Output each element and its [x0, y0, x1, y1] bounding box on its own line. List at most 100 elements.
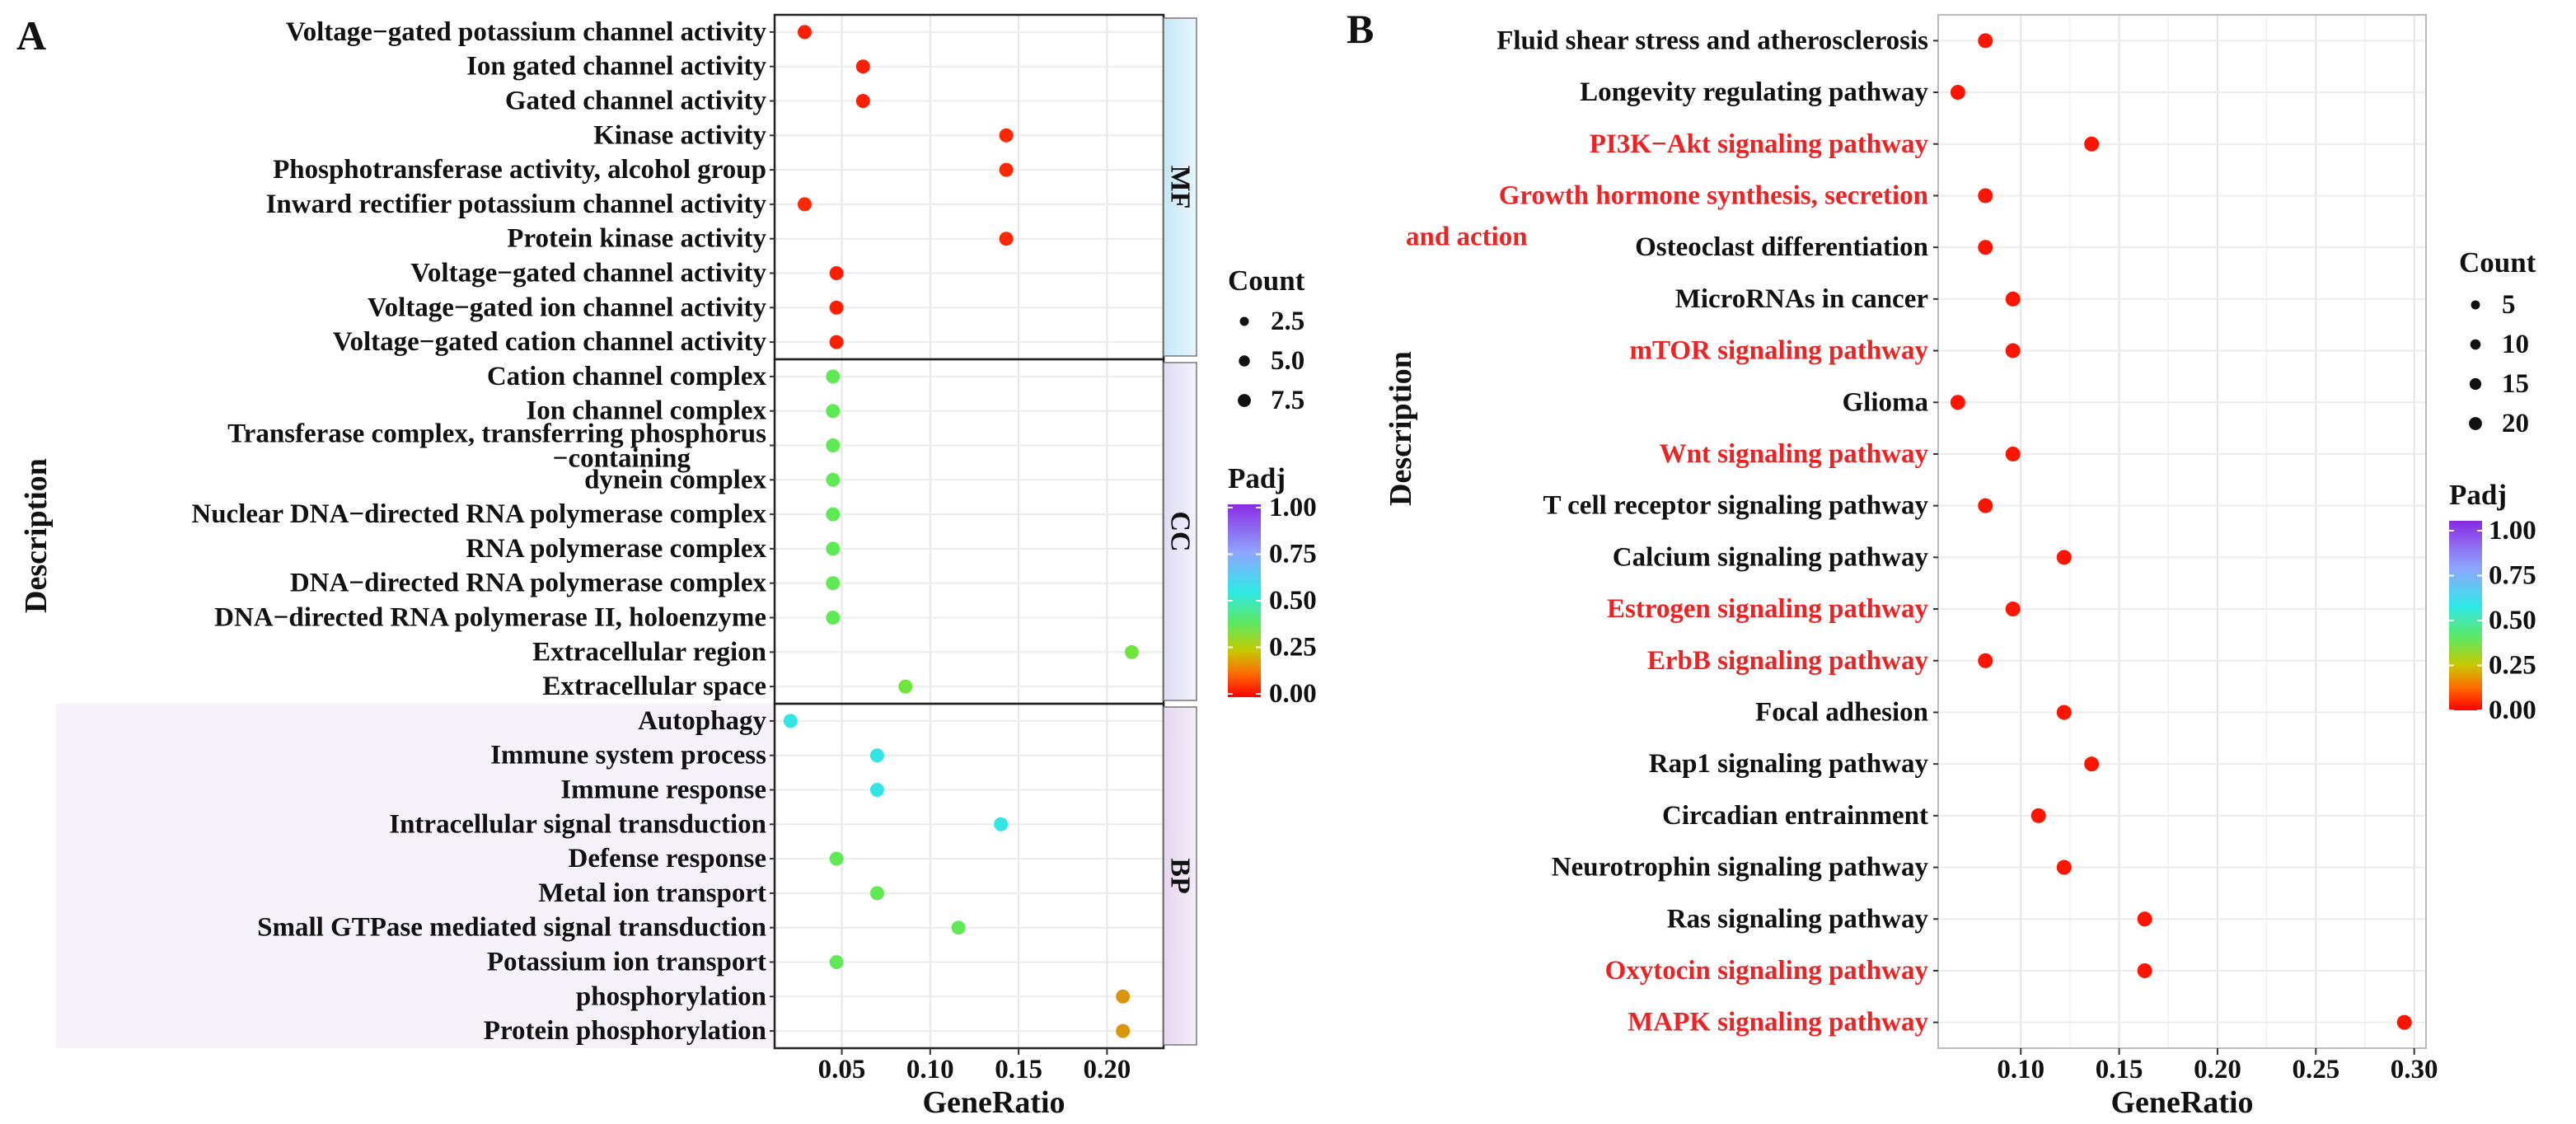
data-point	[1978, 33, 1993, 49]
y-tick-label-highlighted: Estrogen signaling pathway	[1607, 594, 1928, 624]
colorbar-label: 0.50	[2489, 606, 2536, 635]
colorbar-label: 0.50	[1269, 586, 1317, 616]
data-point	[2137, 962, 2152, 978]
y-tick-label: Cation channel complex	[487, 362, 767, 391]
data-point	[829, 266, 844, 280]
data-point	[898, 679, 913, 694]
panel-a-go-enrichment: MF CC BP Voltage−gated potassium channel ac…	[16, 12, 1317, 1120]
y-tick-label-highlighted: mTOR signaling pathway	[1630, 336, 1929, 366]
legend-size-dot	[2470, 339, 2481, 350]
y-tick-label-highlighted: ErbB signaling pathway	[1647, 646, 1929, 676]
x-tick-label: 0.25	[2292, 1055, 2339, 1084]
data-point	[826, 541, 841, 556]
data-point	[869, 748, 884, 763]
facet-strip-label: CC	[1165, 511, 1196, 551]
data-point	[1950, 395, 1965, 410]
panel-label: B	[1347, 6, 1374, 52]
y-tick-label: dynein complex	[584, 465, 766, 494]
data-point	[855, 59, 870, 74]
data-point	[826, 611, 841, 625]
data-point	[951, 920, 966, 935]
data-point	[1978, 653, 1993, 668]
data-point	[826, 576, 841, 591]
x-tick-label: 0.15	[2096, 1055, 2143, 1084]
data-point	[2005, 446, 2021, 461]
plot-border	[1937, 14, 2427, 1049]
legend-count: Count 2.5 5.0 7.5	[1228, 265, 1305, 415]
y-tick-label: Potassium ion transport	[487, 948, 766, 977]
data-point	[855, 94, 870, 108]
data-point	[829, 955, 844, 969]
y-tick-label: Circadian entrainment	[1662, 801, 1928, 831]
data-point	[826, 369, 841, 384]
legend-size-label: 10	[2502, 330, 2529, 359]
legend-title: Count	[1228, 265, 1305, 297]
data-point	[2056, 859, 2072, 875]
y-tick-label: MicroRNAs in cancer	[1675, 284, 1928, 314]
y-axis-title: Description	[19, 458, 54, 613]
x-tick-label: 0.30	[2391, 1055, 2438, 1084]
y-tick-label: RNA polymerase complex	[466, 534, 766, 564]
data-point	[2005, 602, 2021, 617]
data-point	[829, 300, 844, 315]
y-tick-label: phosphorylation	[576, 981, 766, 1011]
data-point	[2056, 705, 2072, 720]
facet-strip-label: MF	[1165, 166, 1196, 209]
y-tick-label: Phosphotransferase activity, alcohol gro…	[273, 155, 766, 185]
data-point	[999, 232, 1014, 246]
y-tick-label: Glioma	[1843, 387, 1929, 417]
y-tick-label: Voltage−gated channel activity	[410, 259, 766, 288]
y-tick-label: Nuclear DNA−directed RNA polymerase comp…	[191, 499, 766, 529]
y-tick-label: DNA−directed RNA polymerase II, holoenzy…	[214, 603, 766, 633]
y-tick-label-highlighted: Growth hormone synthesis, secretion	[1499, 180, 1928, 210]
colorbar-label: 0.00	[1269, 679, 1317, 709]
colorbar-label: 0.75	[1269, 540, 1317, 569]
colorbar	[1228, 504, 1261, 697]
y-tick-label: Gated channel activity	[505, 87, 767, 116]
y-tick-label: Ion gated channel activity	[466, 52, 766, 82]
legend-size-label: 20	[2502, 409, 2529, 438]
y-tick-label: Kinase activity	[593, 120, 766, 150]
facet-strip-label: BP	[1165, 858, 1196, 893]
facet-strip-mf	[1163, 17, 1197, 357]
y-tick-label: Voltage−gated potassium channel activity	[286, 17, 767, 47]
data-point	[797, 197, 812, 212]
data-point	[829, 851, 844, 866]
legend-size-label: 15	[2502, 369, 2529, 399]
data-point	[826, 404, 841, 419]
y-tick-label: Fluid shear stress and atherosclerosis	[1496, 26, 1928, 55]
data-point	[1978, 240, 1993, 255]
y-tick-label: Defense response	[569, 844, 766, 873]
y-tick-label: Voltage−gated cation channel activity	[333, 327, 767, 357]
y-tick-label: Extracellular region	[532, 637, 766, 667]
data-point	[999, 128, 1014, 143]
y-tick-label: Autophagy	[638, 706, 766, 736]
legend-size-label: 5.0	[1271, 346, 1304, 376]
y-tick-label-continued: and action	[1406, 222, 1528, 251]
y-tick-label: Immune system process	[490, 741, 766, 770]
y-tick-label: Focal adhesion	[1755, 697, 1928, 727]
colorbar-label: 0.25	[1269, 633, 1317, 663]
data-point	[2137, 911, 2152, 927]
y-tick-label-continued: −containing	[553, 444, 691, 474]
legend-size-dot	[2469, 417, 2482, 430]
y-tick-label: Voltage−gated ion channel activity	[368, 293, 767, 322]
data-point	[1116, 1023, 1131, 1038]
colorbar-label: 1.00	[2489, 516, 2536, 546]
y-tick-label: Calcium signaling pathway	[1613, 542, 1929, 572]
legend-size-dot	[1238, 394, 1251, 407]
x-tick-label: 0.10	[906, 1055, 954, 1084]
y-tick-label: Rap1 signaling pathway	[1649, 749, 1929, 779]
data-point	[2030, 808, 2046, 823]
colorbar-label: 1.00	[1269, 493, 1317, 522]
panel-b-kegg-enrichment: Fluid shear stress and atherosclerosis Lo…	[1347, 6, 2536, 1120]
legend-size-dot	[2469, 377, 2482, 391]
data-point	[2005, 291, 2021, 307]
data-point	[1978, 188, 1993, 204]
y-axis-title: Description	[1384, 351, 1418, 506]
data-point	[2056, 550, 2072, 565]
x-tick-label: 0.20	[1083, 1055, 1131, 1084]
data-point	[1116, 989, 1131, 1004]
